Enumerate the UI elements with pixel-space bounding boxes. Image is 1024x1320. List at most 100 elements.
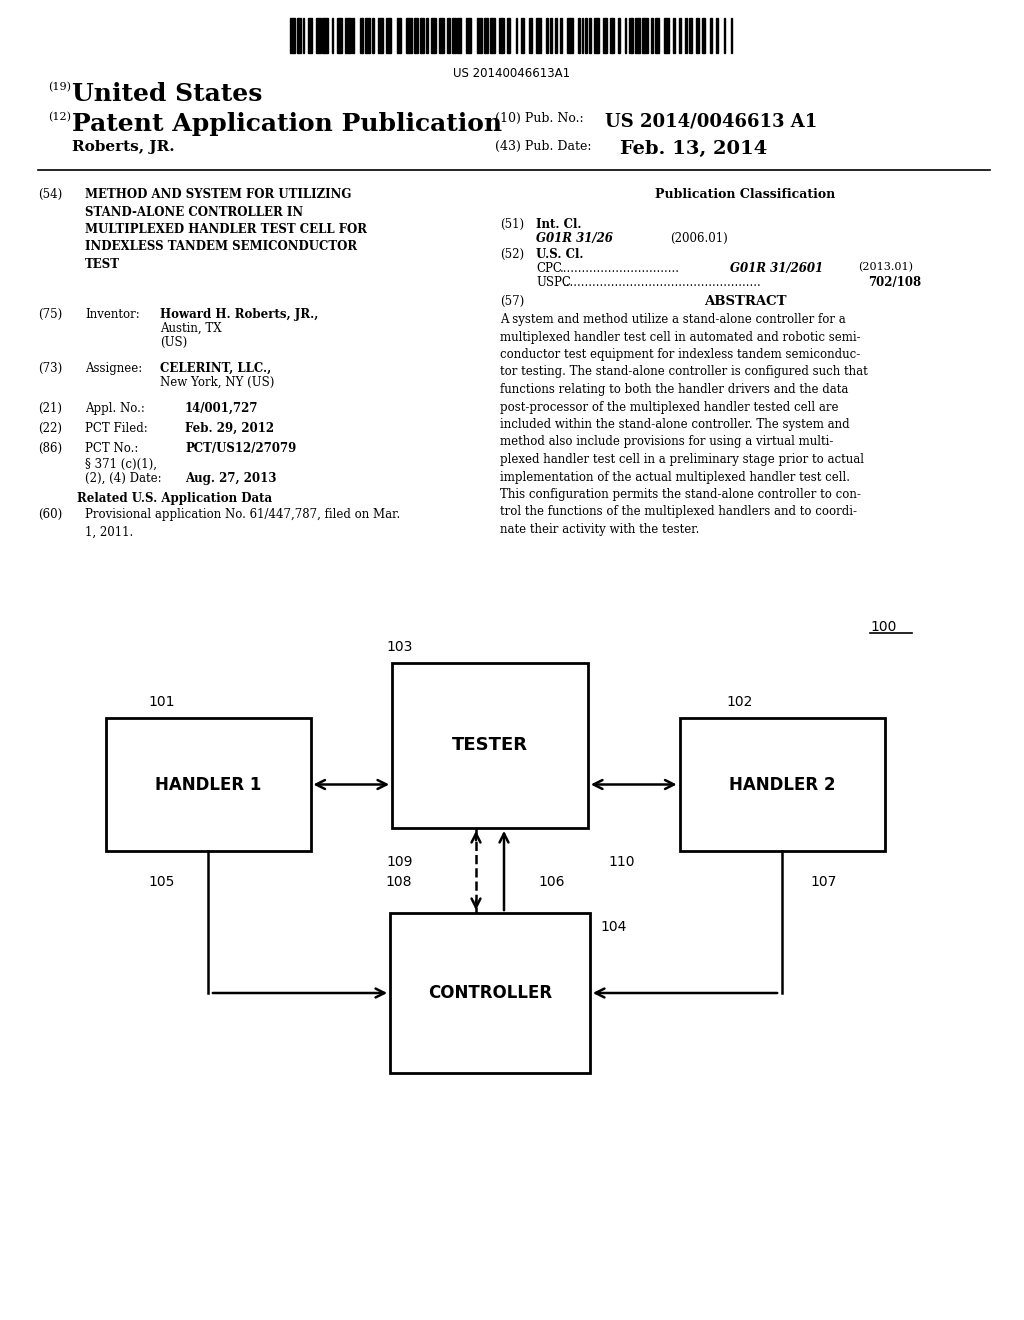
Bar — [458, 18, 461, 53]
Text: .....................................................: ........................................… — [563, 276, 762, 289]
Bar — [665, 18, 669, 53]
Text: CPC: CPC — [536, 261, 562, 275]
Text: U.S. Cl.: U.S. Cl. — [536, 248, 584, 261]
Text: Feb. 29, 2012: Feb. 29, 2012 — [185, 422, 274, 436]
Text: (12): (12) — [48, 112, 71, 123]
Text: 106: 106 — [538, 875, 564, 888]
Bar — [426, 18, 428, 53]
Text: PCT Filed:: PCT Filed: — [85, 422, 147, 436]
Text: United States: United States — [72, 82, 262, 106]
Text: (57): (57) — [500, 294, 524, 308]
Bar — [365, 18, 370, 53]
Text: Assignee:: Assignee: — [85, 362, 142, 375]
Text: 14/001,727: 14/001,727 — [185, 403, 258, 414]
Text: 105: 105 — [148, 875, 174, 888]
Text: 104: 104 — [600, 920, 627, 935]
Text: A system and method utilize a stand-alone controller for a
multiplexed handler t: A system and method utilize a stand-alon… — [500, 313, 867, 536]
Text: Aug. 27, 2013: Aug. 27, 2013 — [185, 473, 276, 484]
Text: New York, NY (US): New York, NY (US) — [160, 376, 274, 389]
Bar — [438, 18, 443, 53]
Text: HANDLER 2: HANDLER 2 — [729, 776, 836, 793]
Bar — [651, 18, 653, 53]
Bar — [431, 18, 436, 53]
Bar — [420, 18, 424, 53]
Bar — [466, 18, 471, 53]
Text: Patent Application Publication: Patent Application Publication — [72, 112, 502, 136]
Bar — [630, 18, 633, 53]
Bar — [323, 18, 328, 53]
Bar — [547, 18, 549, 53]
Bar — [447, 18, 451, 53]
Text: PCT/US12/27079: PCT/US12/27079 — [185, 442, 296, 455]
Bar — [701, 18, 706, 53]
Text: (75): (75) — [38, 308, 62, 321]
Text: PCT No.:: PCT No.: — [85, 442, 138, 455]
Bar — [603, 18, 607, 53]
Text: § 371 (c)(1),: § 371 (c)(1), — [85, 458, 157, 471]
Bar — [673, 18, 675, 53]
Bar — [642, 18, 647, 53]
Text: (60): (60) — [38, 508, 62, 521]
Text: Howard H. Roberts, JR.,: Howard H. Roberts, JR., — [160, 308, 318, 321]
Text: 102: 102 — [726, 696, 753, 709]
Text: (2), (4) Date:: (2), (4) Date: — [85, 473, 162, 484]
Bar — [345, 18, 350, 53]
Bar — [290, 18, 295, 53]
Bar — [396, 18, 401, 53]
Bar — [507, 18, 510, 53]
Text: (52): (52) — [500, 248, 524, 261]
Bar — [567, 18, 572, 53]
Bar — [483, 18, 487, 53]
Text: (22): (22) — [38, 422, 62, 436]
Text: Appl. No.:: Appl. No.: — [85, 403, 144, 414]
Text: TESTER: TESTER — [452, 737, 528, 755]
Bar — [550, 18, 552, 53]
Bar — [679, 18, 681, 53]
Text: Provisional application No. 61/447,787, filed on Mar.
1, 2011.: Provisional application No. 61/447,787, … — [85, 508, 400, 539]
Bar — [680, 718, 885, 851]
Text: G01R 31/26: G01R 31/26 — [536, 232, 613, 246]
Text: (10) Pub. No.:: (10) Pub. No.: — [495, 112, 584, 125]
Bar — [625, 18, 627, 53]
Bar — [407, 18, 412, 53]
Bar — [105, 718, 310, 851]
Bar — [635, 18, 640, 53]
Bar — [516, 18, 517, 53]
Bar — [297, 18, 301, 53]
Text: Int. Cl.: Int. Cl. — [536, 218, 582, 231]
Text: (54): (54) — [38, 187, 62, 201]
Text: 101: 101 — [148, 696, 174, 709]
Text: ABSTRACT: ABSTRACT — [703, 294, 786, 308]
Bar — [696, 18, 698, 53]
Bar — [414, 18, 418, 53]
Text: USPC: USPC — [536, 276, 570, 289]
Bar — [390, 913, 590, 1073]
Bar — [453, 18, 456, 53]
Text: Austin, TX: Austin, TX — [160, 322, 221, 335]
Text: (86): (86) — [38, 442, 62, 455]
Text: CELERINT, LLC.,: CELERINT, LLC., — [160, 362, 271, 375]
Bar — [379, 18, 383, 53]
Bar — [731, 18, 732, 53]
Text: METHOD AND SYSTEM FOR UTILIZING
STAND-ALONE CONTROLLER IN
MULTIPLEXED HANDLER TE: METHOD AND SYSTEM FOR UTILIZING STAND-AL… — [85, 187, 367, 271]
Bar — [555, 18, 556, 53]
Bar — [520, 18, 524, 53]
Text: Related U.S. Application Data: Related U.S. Application Data — [78, 492, 272, 506]
Bar — [372, 18, 374, 53]
Bar — [717, 18, 719, 53]
Bar — [332, 18, 334, 53]
Text: Feb. 13, 2014: Feb. 13, 2014 — [620, 140, 767, 158]
Text: (21): (21) — [38, 403, 62, 414]
Text: 103: 103 — [386, 640, 413, 653]
Text: (73): (73) — [38, 362, 62, 375]
Text: 107: 107 — [810, 875, 837, 888]
Bar — [582, 18, 584, 53]
Bar — [654, 18, 658, 53]
Text: G01R 31/2601: G01R 31/2601 — [730, 261, 823, 275]
Text: 110: 110 — [608, 855, 635, 869]
Bar — [490, 18, 496, 53]
Bar — [392, 663, 588, 828]
Bar — [689, 18, 692, 53]
Text: 108: 108 — [385, 875, 412, 888]
Text: US 2014/0046613 A1: US 2014/0046613 A1 — [605, 112, 817, 129]
